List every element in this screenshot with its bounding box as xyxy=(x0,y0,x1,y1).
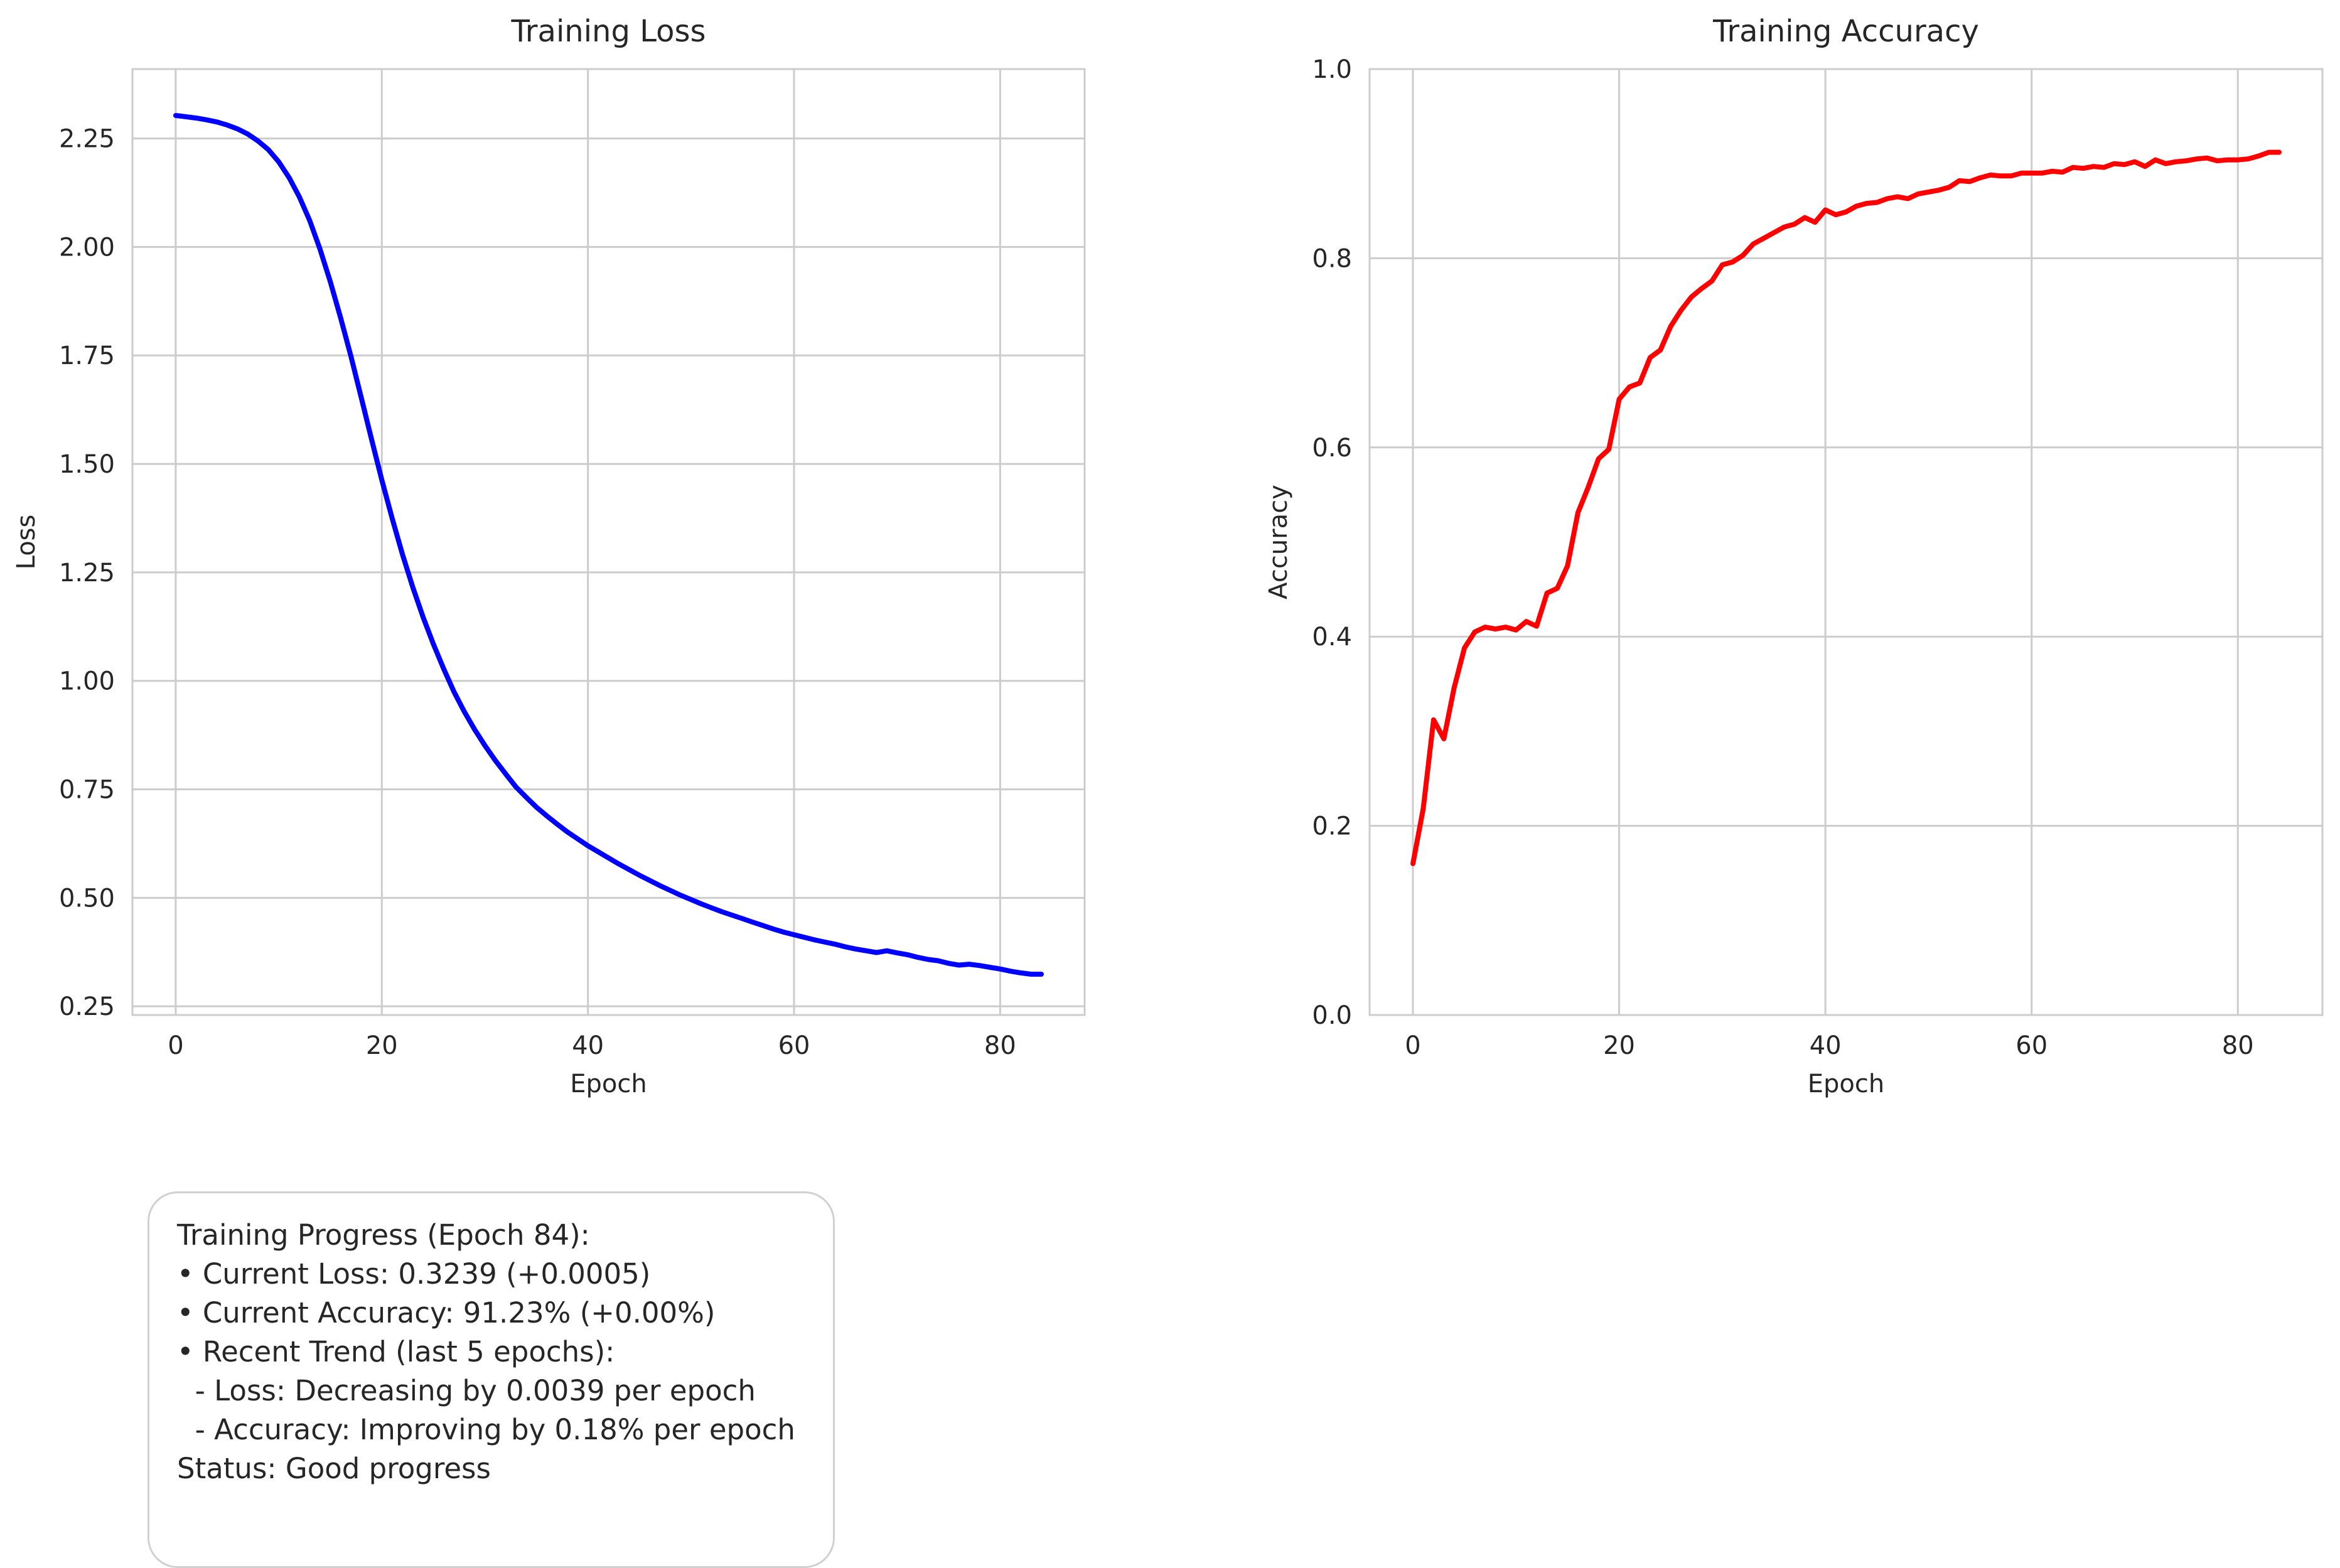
loss-xtick-label: 40 xyxy=(572,1031,604,1060)
loss-ytick-label: 2.25 xyxy=(59,125,115,154)
summary-line-title: Training Progress (Epoch 84): xyxy=(177,1218,590,1252)
loss-ytick-label: 1.75 xyxy=(59,341,115,370)
loss-series-line xyxy=(173,113,1044,977)
training-summary-box: Training Progress (Epoch 84): • Current … xyxy=(148,1191,835,1568)
loss-xtick-label: 0 xyxy=(168,1031,183,1060)
loss-ytick-label: 0.50 xyxy=(59,884,115,913)
accuracy-xtick-label: 0 xyxy=(1405,1031,1420,1060)
loss-ytick-label: 2.00 xyxy=(59,233,115,262)
accuracy-series-line xyxy=(1410,149,2282,866)
loss-plot-frame xyxy=(131,68,1086,1016)
loss-xtick-label: 80 xyxy=(984,1031,1016,1060)
summary-line-current-loss: • Current Loss: 0.3239 (+0.0005) xyxy=(177,1257,651,1291)
loss-x-axis-label: Epoch xyxy=(570,1070,647,1098)
accuracy-xtick-label: 60 xyxy=(2015,1031,2048,1060)
summary-line-current-accuracy: • Current Accuracy: 91.23% (+0.00%) xyxy=(177,1296,716,1329)
accuracy-y-axis-label: Accuracy xyxy=(1264,485,1293,599)
accuracy-chart: 0 20 40 60 80 0.0 0.2 0.4 0.6 0.8 1.0 Training Accu… xyxy=(1264,14,2324,1098)
accuracy-plot-frame xyxy=(1368,68,2324,1016)
loss-chart: 0 20 40 60 80 0.25 0.50 0.75 1.00 1.25 1.50 1.75 2.0… xyxy=(12,14,1086,1098)
loss-chart-title: Training Loss xyxy=(511,14,706,49)
loss-y-axis-label: Loss xyxy=(12,515,41,570)
accuracy-chart-title: Training Accuracy xyxy=(1712,14,1979,49)
accuracy-x-axis-label: Epoch xyxy=(1808,1070,1884,1098)
accuracy-ytick-label: 0.4 xyxy=(1312,623,1352,652)
loss-ytick-label: 0.25 xyxy=(59,992,115,1021)
summary-line-recent-trend: • Recent Trend (last 5 epochs): xyxy=(177,1335,615,1368)
accuracy-xtick-label: 40 xyxy=(1810,1031,1842,1060)
summary-line-accuracy-trend: - Accuracy: Improving by 0.18% per epoch xyxy=(177,1413,795,1446)
loss-ytick-label: 1.50 xyxy=(59,450,115,479)
summary-line-loss-trend: - Loss: Decreasing by 0.0039 per epoch xyxy=(177,1374,756,1407)
summary-line-status: Status: Good progress xyxy=(177,1452,491,1485)
accuracy-xtick-label: 80 xyxy=(2222,1031,2254,1060)
loss-ytick-label: 1.25 xyxy=(59,559,115,588)
loss-ytick-label: 1.00 xyxy=(59,667,115,696)
accuracy-xtick-label: 20 xyxy=(1603,1031,1635,1060)
accuracy-ytick-label: 0.2 xyxy=(1312,812,1352,841)
accuracy-ytick-label: 1.0 xyxy=(1312,55,1352,84)
loss-ytick-label: 0.75 xyxy=(59,776,115,805)
accuracy-ytick-label: 0.8 xyxy=(1312,244,1352,273)
accuracy-ytick-label: 0.6 xyxy=(1312,434,1352,463)
loss-xtick-label: 20 xyxy=(366,1031,398,1060)
accuracy-ytick-label: 0.0 xyxy=(1312,1001,1352,1030)
loss-xtick-label: 60 xyxy=(778,1031,810,1060)
